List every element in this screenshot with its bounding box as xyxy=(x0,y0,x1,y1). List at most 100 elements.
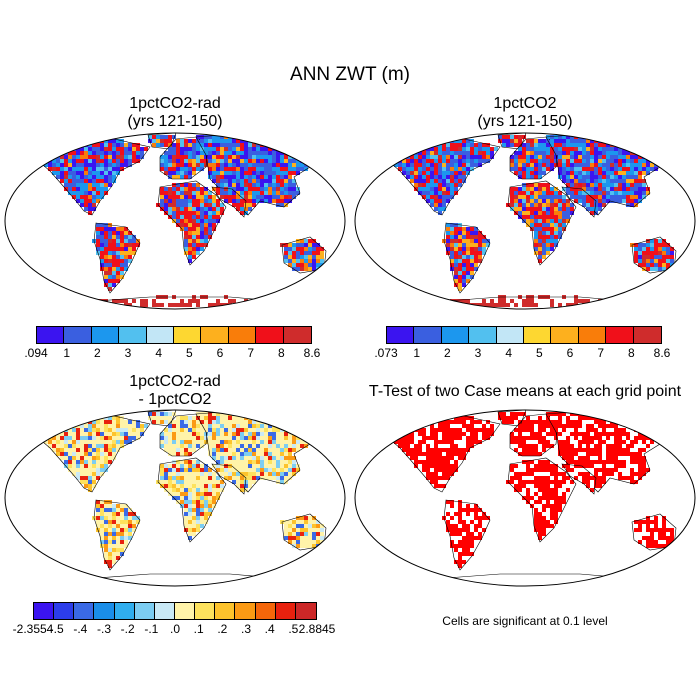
colorbar-swatch xyxy=(469,327,497,343)
greenland-landmass xyxy=(147,133,177,150)
panel-title-1pctco2: 1pctCO2 (yrs 121-150) xyxy=(395,95,655,131)
colorbar-tick-label: .073 xyxy=(374,346,398,360)
colorbar-swatch xyxy=(54,603,75,619)
colorbar-swatch xyxy=(174,327,202,343)
greenland-landmass xyxy=(497,133,527,150)
colorbar-tick-label: 5 xyxy=(535,346,543,360)
colorbar-tick-label: .094 xyxy=(24,346,48,360)
north-america-landmass xyxy=(28,135,151,216)
colorbar-swatch xyxy=(215,603,236,619)
north-america-landmass xyxy=(378,135,501,216)
colorbar-swatch xyxy=(256,327,284,343)
map-border xyxy=(4,132,346,310)
colorbar-tick-label: -.1 xyxy=(144,622,159,636)
colorbar-tick-label: -2.3554 xyxy=(12,622,54,636)
colorbar-swatch xyxy=(606,327,634,343)
colorbar-swatch xyxy=(441,327,470,343)
australia-landmass xyxy=(630,513,677,551)
colorbar-swatch xyxy=(524,327,552,343)
colorbar-tick-label: 1 xyxy=(413,346,420,360)
colorbar-swatch xyxy=(283,327,312,343)
colorbar-tick-label: -.3 xyxy=(96,622,112,636)
africa-landmass xyxy=(156,457,227,543)
map-land-cells xyxy=(28,133,327,309)
colorbar-tick-label: 4 xyxy=(155,346,162,360)
colorbar-swatches xyxy=(386,326,662,344)
colorbar-tick-label: 8 xyxy=(627,346,635,360)
world-map-ttest xyxy=(354,409,696,587)
map-land-cells xyxy=(28,410,327,586)
africa-landmass xyxy=(506,457,577,543)
colorbar-tick-label: 2 xyxy=(443,346,451,360)
colorbar-tick-label: -.5 xyxy=(49,622,64,636)
colorbar-tick-label: 8.6 xyxy=(303,346,321,360)
panel-title-difference: 1pctCO2-rad - 1pctCO2 xyxy=(45,373,305,409)
colorbar-tick-label: 1 xyxy=(63,346,70,360)
colorbar-tick-label: 6 xyxy=(566,346,574,360)
colorbar-difference: -2.3554 -.5 -.4 -.3 -.2 -.1 .0 .1 .2 .3 .4 .5 2.8845 xyxy=(13,602,335,638)
colorbar-tick-label: 5 xyxy=(185,346,193,360)
antarctica-landmass xyxy=(419,572,651,586)
colorbar-swatch xyxy=(146,327,175,343)
colorbar-tick-label: 3 xyxy=(474,346,482,360)
colorbar-tick-label: .4 xyxy=(264,622,275,636)
map-land-cells xyxy=(378,133,677,309)
panel-title-line: 1pctCO2 xyxy=(493,95,557,112)
north-america-landmass xyxy=(378,412,501,493)
world-map-difference xyxy=(4,409,346,587)
greenland-landmass xyxy=(497,410,527,427)
colorbar-tick-label: 3 xyxy=(124,346,132,360)
south-america-landmass xyxy=(92,499,141,571)
europe-landmass xyxy=(159,413,209,457)
colorbar-tick-label: 2 xyxy=(93,346,101,360)
colorbar-swatch xyxy=(34,603,55,619)
panel-title-1pctco2-rad: 1pctCO2-rad (yrs 121-150) xyxy=(45,95,305,131)
colorbar-swatch xyxy=(387,327,415,343)
panel-subtitle-line: (yrs 121-150) xyxy=(477,113,573,130)
map-land-cells xyxy=(378,410,677,586)
colorbar-swatch xyxy=(114,603,135,619)
colorbar-tick-label: 6 xyxy=(216,346,224,360)
australia-landmass xyxy=(280,236,327,274)
colorbar-swatch xyxy=(119,327,147,343)
india-arabia-landmass xyxy=(211,463,247,495)
panel-title-line: T-Test of two Case means at each grid po… xyxy=(368,383,682,400)
colorbar-swatch xyxy=(255,603,276,619)
colorbar-tick-label: .3 xyxy=(240,622,252,636)
africa-landmass xyxy=(506,180,577,266)
significance-note: Cells are significant at 0.1 level xyxy=(442,614,608,628)
colorbar-tick-label: .2 xyxy=(217,622,228,636)
north-america-landmass xyxy=(28,412,151,493)
panel-title-line: 1pctCO2-rad xyxy=(129,95,221,112)
south-america-landmass xyxy=(442,499,491,571)
colorbar-1pctco2-rad: .094 1 2 3 4 5 6 7 8 8.6 xyxy=(24,326,320,362)
africa-landmass xyxy=(156,180,227,266)
colorbar-swatch xyxy=(37,327,65,343)
antarctica-landmass xyxy=(69,295,301,309)
colorbar-tick-label: 7 xyxy=(597,346,604,360)
colorbar-tick-label: 4 xyxy=(505,346,512,360)
colorbar-swatch xyxy=(578,327,607,343)
colorbar-swatch xyxy=(275,603,296,619)
colorbar-tick-label: .5 xyxy=(288,622,299,636)
colorbar-swatches xyxy=(36,326,312,344)
colorbar-tick-label: 7 xyxy=(247,346,254,360)
colorbar-swatch xyxy=(134,603,155,619)
colorbar-swatch xyxy=(235,603,256,619)
colorbar-tick-label: 8 xyxy=(277,346,285,360)
colorbar-swatch xyxy=(551,327,579,343)
panel-subtitle-line: (yrs 121-150) xyxy=(127,113,223,130)
colorbar-swatch xyxy=(633,327,662,343)
map-border xyxy=(354,132,696,310)
australia-landmass xyxy=(280,513,327,551)
colorbar-swatch xyxy=(91,327,120,343)
panel-subtitle-line: - 1pctCO2 xyxy=(138,391,212,408)
colorbar-swatch xyxy=(154,603,175,619)
south-america-landmass xyxy=(442,222,491,294)
europe-landmass xyxy=(159,136,209,180)
map-border xyxy=(4,409,346,587)
antarctica-landmass xyxy=(419,295,651,309)
india-arabia-landmass xyxy=(211,186,247,218)
colorbar-swatch xyxy=(64,327,92,343)
panel-title-line: 1pctCO2-rad xyxy=(129,373,221,390)
